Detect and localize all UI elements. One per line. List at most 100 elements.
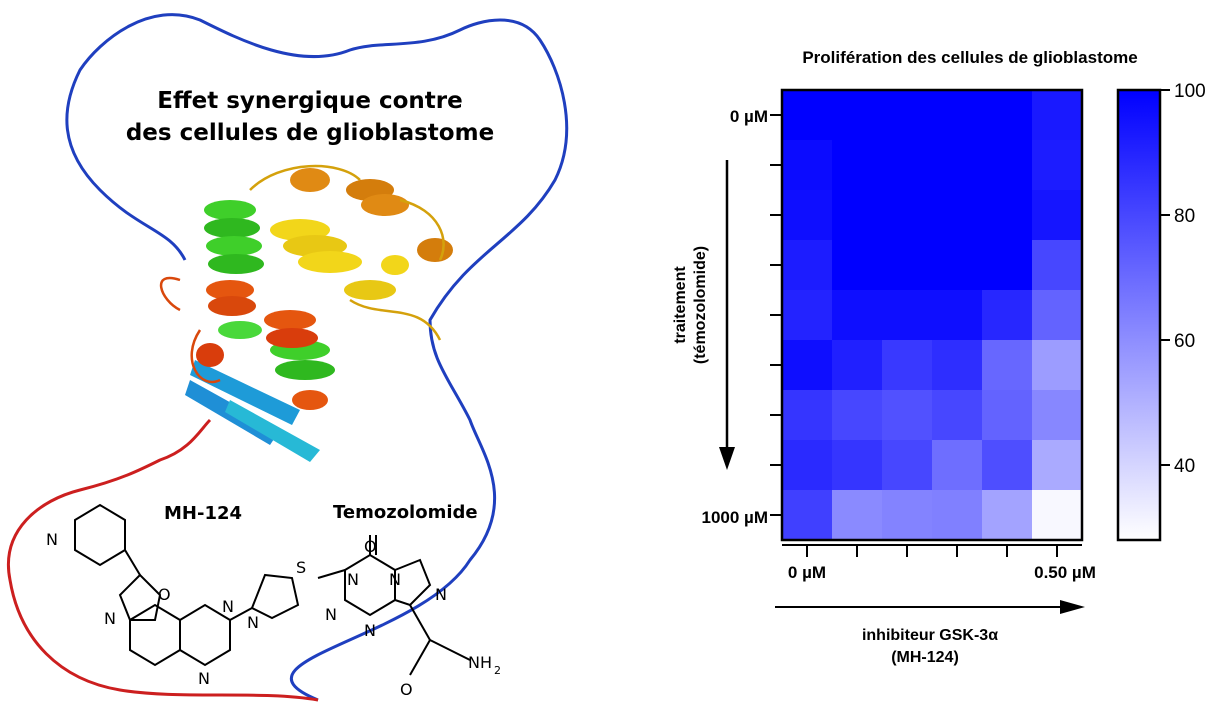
svg-text:S: S — [296, 558, 306, 577]
heatmap-cell — [782, 90, 833, 141]
heatmap-cell — [882, 490, 933, 541]
heatmap-cell — [882, 340, 933, 391]
svg-text:N: N — [364, 621, 376, 640]
heatmap-cell — [982, 490, 1033, 541]
heatmap-cell — [832, 140, 883, 191]
y-axis-label-line2: (témozolomide) — [692, 246, 709, 364]
molecule-label-temozolomide: Temozolomide — [333, 502, 478, 523]
colorbar-tick-label: 60 — [1174, 331, 1195, 352]
heatmap-cell — [782, 440, 833, 491]
x-tick-label-right: 0.50 µM — [1034, 563, 1096, 582]
y-tick-label-top: 0 µM — [730, 107, 768, 126]
heatmap-cell — [1032, 490, 1083, 541]
heatmap-cell — [982, 190, 1033, 241]
svg-text:N: N — [389, 570, 401, 589]
heatmap-cell — [832, 240, 883, 291]
heatmap-cell — [1032, 190, 1083, 241]
svg-text:2: 2 — [494, 664, 501, 677]
y-axis-ticks — [770, 114, 782, 516]
heatmap-cell — [832, 90, 883, 141]
heatmap-cell — [1032, 240, 1083, 291]
svg-text:N: N — [46, 530, 58, 549]
heatmap-cell — [882, 190, 933, 241]
heatmap-cell — [932, 490, 983, 541]
colorbar — [1116, 88, 1162, 542]
x-tick-label-left: 0 µM — [788, 563, 826, 582]
heatmap-cell — [932, 240, 983, 291]
mh124-structure — [74, 503, 300, 667]
svg-text:N: N — [198, 669, 210, 688]
heatmap-cell — [782, 390, 833, 441]
temozolomide-structure — [317, 535, 471, 676]
heatmap-cell — [832, 490, 883, 541]
heatmap-cell — [932, 440, 983, 491]
heatmap-cell — [882, 290, 933, 341]
heatmap-chart: Prolifération des cellules de glioblasto… — [672, 48, 1206, 666]
heatmap-cell — [932, 390, 983, 441]
beta-sheet-cyan — [225, 400, 320, 462]
svg-text:O: O — [364, 537, 377, 556]
heatmap-cell — [1032, 390, 1083, 441]
svg-text:N: N — [222, 597, 234, 616]
heatmap-cell — [782, 340, 833, 391]
y-axis-label: traitement (témozolomide) — [672, 246, 709, 364]
svg-text:NH: NH — [468, 653, 492, 672]
chart-title: Prolifération des cellules de glioblasto… — [802, 48, 1137, 67]
svg-text:N: N — [247, 613, 259, 632]
heatmap-cell — [932, 190, 983, 241]
svg-text:N: N — [104, 609, 116, 628]
molecule-label-mh124: MH-124 — [164, 503, 243, 524]
protein-ribbon-illustration: N O N N N N S O N N N N N O NH — [7, 13, 569, 702]
heatmap-cell — [932, 140, 983, 191]
panel-title-line1: Effet synergique contre — [157, 88, 463, 114]
mh124-atoms: N O N N N N S — [46, 530, 306, 688]
heatmap-cell — [832, 440, 883, 491]
heatmap-cell — [832, 290, 883, 341]
beta-sheet-blue — [190, 360, 300, 425]
heatmap-cell — [982, 240, 1033, 291]
connecting-loop — [160, 276, 221, 384]
heatmap-cell — [982, 290, 1033, 341]
y-tick-label-bottom: 1000 µM — [702, 508, 769, 527]
red-loop — [7, 418, 319, 702]
heatmap-cell — [782, 240, 833, 291]
panel-title-line2: des cellules de glioblastome — [125, 120, 495, 146]
y-arrow-head — [719, 447, 735, 470]
heatmap-cell — [832, 340, 883, 391]
heatmap-cell — [882, 140, 933, 191]
heatmap-cell — [982, 440, 1033, 491]
heatmap-cell — [782, 140, 833, 191]
svg-text:N: N — [347, 570, 359, 589]
colorbar-ticks: 100 80 60 40 — [1160, 81, 1206, 477]
heatmap-cell — [1032, 140, 1083, 191]
temozolomide-atoms: O N N N N N O NH 2 — [325, 537, 501, 699]
heatmap-cell — [1032, 90, 1083, 141]
heatmap-cell — [882, 90, 933, 141]
heatmap-cell — [982, 140, 1033, 191]
heatmap-cell — [982, 390, 1033, 441]
svg-text:N: N — [435, 585, 447, 604]
heatmap-cell — [782, 190, 833, 241]
heatmap-cell — [832, 190, 883, 241]
heatmap-cell — [932, 340, 983, 391]
heatmap-cell — [882, 440, 933, 491]
heatmap-panel: Prolifération des cellules de glioblasto… — [600, 0, 1216, 720]
heatmap-cell — [1032, 290, 1083, 341]
colorbar-tick-label: 40 — [1174, 456, 1195, 477]
green-helix — [204, 200, 335, 380]
red-helix — [196, 280, 328, 410]
x-axis-label-line1: inhibiteur GSK-3α — [862, 627, 998, 644]
heatmap-cell — [982, 340, 1033, 391]
protein-illustration-panel: N O N N N N S O N N N N N O NH — [0, 0, 600, 720]
x-arrow-head — [1060, 600, 1085, 614]
colorbar-tick-label: 80 — [1174, 206, 1195, 227]
svg-text:N: N — [325, 605, 337, 624]
heatmap-cell — [782, 490, 833, 541]
heatmap-cell — [932, 90, 983, 141]
heatmap-cell — [1032, 340, 1083, 391]
heatmap-cell — [1032, 440, 1083, 491]
heatmap-cell — [782, 290, 833, 341]
heatmap-cell — [932, 290, 983, 341]
heatmap-cells — [782, 90, 1083, 541]
heatmap-cell — [882, 240, 933, 291]
